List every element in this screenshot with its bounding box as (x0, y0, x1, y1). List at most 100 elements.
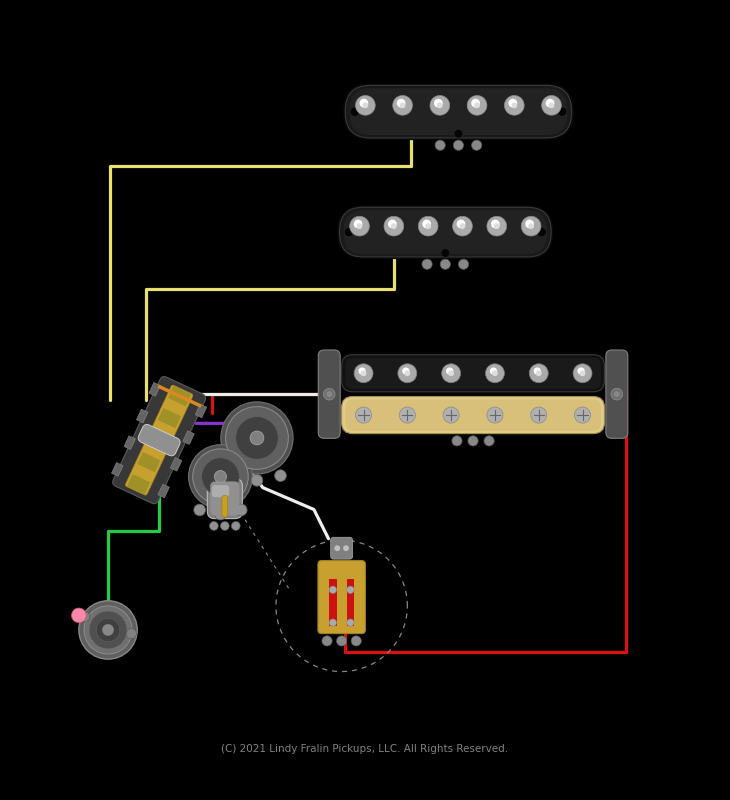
Circle shape (472, 140, 482, 150)
Circle shape (399, 407, 415, 423)
FancyBboxPatch shape (339, 352, 607, 437)
Circle shape (337, 636, 347, 646)
Circle shape (391, 223, 397, 229)
Circle shape (425, 223, 431, 229)
Circle shape (393, 95, 412, 115)
FancyBboxPatch shape (318, 350, 340, 438)
Circle shape (457, 219, 466, 228)
Circle shape (580, 370, 585, 376)
Circle shape (454, 130, 463, 138)
FancyBboxPatch shape (207, 478, 242, 518)
Bar (182, 430, 194, 445)
Circle shape (575, 407, 591, 423)
Circle shape (484, 436, 494, 446)
Circle shape (236, 417, 278, 459)
Circle shape (250, 431, 264, 445)
Circle shape (344, 227, 353, 237)
FancyBboxPatch shape (342, 354, 604, 392)
Circle shape (430, 95, 450, 115)
FancyBboxPatch shape (138, 425, 180, 456)
Circle shape (193, 449, 248, 504)
Circle shape (356, 407, 372, 423)
Circle shape (102, 624, 114, 636)
Bar (329, 579, 337, 626)
Circle shape (526, 219, 534, 228)
Bar (127, 474, 150, 494)
FancyBboxPatch shape (345, 399, 601, 430)
Circle shape (226, 406, 288, 470)
Circle shape (361, 370, 366, 376)
Circle shape (504, 95, 524, 115)
Circle shape (188, 445, 253, 509)
Circle shape (437, 102, 442, 108)
Circle shape (193, 504, 206, 516)
Circle shape (350, 216, 369, 236)
FancyBboxPatch shape (350, 88, 567, 135)
Circle shape (521, 216, 541, 236)
FancyBboxPatch shape (222, 495, 228, 517)
FancyBboxPatch shape (345, 86, 572, 138)
Circle shape (215, 470, 226, 482)
Circle shape (441, 249, 450, 258)
Circle shape (549, 102, 555, 108)
Circle shape (573, 364, 592, 382)
FancyBboxPatch shape (342, 397, 604, 434)
FancyBboxPatch shape (337, 205, 553, 259)
Bar (158, 484, 169, 498)
Circle shape (443, 407, 459, 423)
Circle shape (492, 370, 498, 376)
Circle shape (322, 636, 332, 646)
Circle shape (347, 619, 354, 626)
Circle shape (448, 370, 454, 376)
Circle shape (79, 601, 137, 659)
Circle shape (353, 219, 362, 228)
Bar (137, 409, 148, 423)
FancyBboxPatch shape (339, 207, 551, 257)
Circle shape (536, 370, 542, 376)
Circle shape (221, 402, 293, 474)
FancyBboxPatch shape (212, 485, 229, 497)
Circle shape (467, 95, 487, 115)
Bar (147, 430, 171, 450)
Circle shape (334, 546, 340, 551)
Circle shape (404, 370, 410, 376)
FancyBboxPatch shape (606, 350, 628, 438)
Circle shape (453, 140, 464, 150)
Circle shape (508, 98, 517, 107)
Circle shape (545, 98, 555, 107)
Circle shape (231, 522, 240, 530)
Circle shape (577, 367, 585, 374)
Circle shape (529, 223, 534, 229)
Circle shape (487, 216, 507, 236)
Circle shape (614, 391, 620, 397)
Circle shape (362, 102, 368, 108)
Bar (137, 452, 161, 472)
Circle shape (440, 259, 450, 270)
Bar (347, 579, 354, 626)
Circle shape (493, 223, 499, 229)
Circle shape (453, 216, 472, 236)
FancyBboxPatch shape (343, 83, 574, 140)
Circle shape (452, 436, 462, 446)
Circle shape (491, 219, 499, 228)
Bar (124, 436, 136, 450)
Circle shape (537, 227, 546, 237)
Circle shape (358, 367, 366, 374)
Circle shape (251, 474, 263, 486)
Circle shape (329, 619, 337, 626)
Circle shape (326, 391, 332, 397)
FancyBboxPatch shape (210, 482, 239, 516)
Circle shape (388, 219, 397, 228)
Circle shape (542, 95, 561, 115)
Circle shape (235, 504, 247, 516)
Bar (195, 404, 207, 418)
Circle shape (435, 140, 445, 150)
Circle shape (343, 546, 349, 551)
Circle shape (210, 522, 218, 530)
Circle shape (418, 216, 438, 236)
Circle shape (274, 470, 286, 482)
Circle shape (356, 95, 375, 115)
Circle shape (400, 102, 406, 108)
Circle shape (89, 611, 127, 649)
Bar (170, 458, 182, 471)
